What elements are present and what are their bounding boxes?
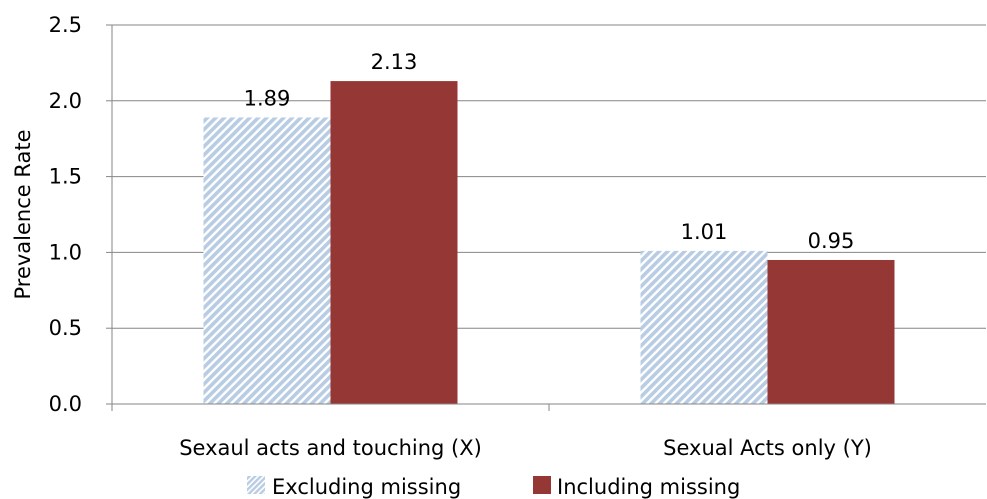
data-label: 0.95 xyxy=(808,229,855,253)
legend-label: Excluding missing xyxy=(272,475,461,499)
y-tick-label: 2.5 xyxy=(49,13,82,37)
data-label: 1.89 xyxy=(244,86,291,110)
y-tick-label: 1.5 xyxy=(49,165,82,189)
y-tick-label: 0.5 xyxy=(49,316,82,340)
y-tick-label: 0.0 xyxy=(49,392,82,416)
data-label: 2.13 xyxy=(371,50,418,74)
data-label: 1.01 xyxy=(681,220,728,244)
y-axis-title: Prevalence Rate xyxy=(11,129,35,299)
labels: 0.0 0.5 1.0 1.5 2.0 2.5 Prevalence Rate Sexaul … xyxy=(11,13,872,460)
x-category-label: Sexaul acts and touching (X) xyxy=(179,436,482,460)
legend-label: Including missing xyxy=(557,475,740,499)
legend: Excluding missing Including missing xyxy=(247,475,740,499)
y-tick-label: 1.0 xyxy=(49,240,82,264)
bar-excluding-missing xyxy=(203,117,331,404)
bar-including-missing xyxy=(767,259,895,404)
x-category-label: Sexual Acts only (Y) xyxy=(663,436,872,460)
legend-swatch xyxy=(247,476,265,494)
axes xyxy=(106,24,986,411)
bars xyxy=(203,81,895,404)
bar-including-missing xyxy=(330,81,458,404)
legend-swatch xyxy=(533,476,551,494)
y-tick-label: 2.0 xyxy=(49,89,82,113)
bar-excluding-missing xyxy=(640,250,768,404)
